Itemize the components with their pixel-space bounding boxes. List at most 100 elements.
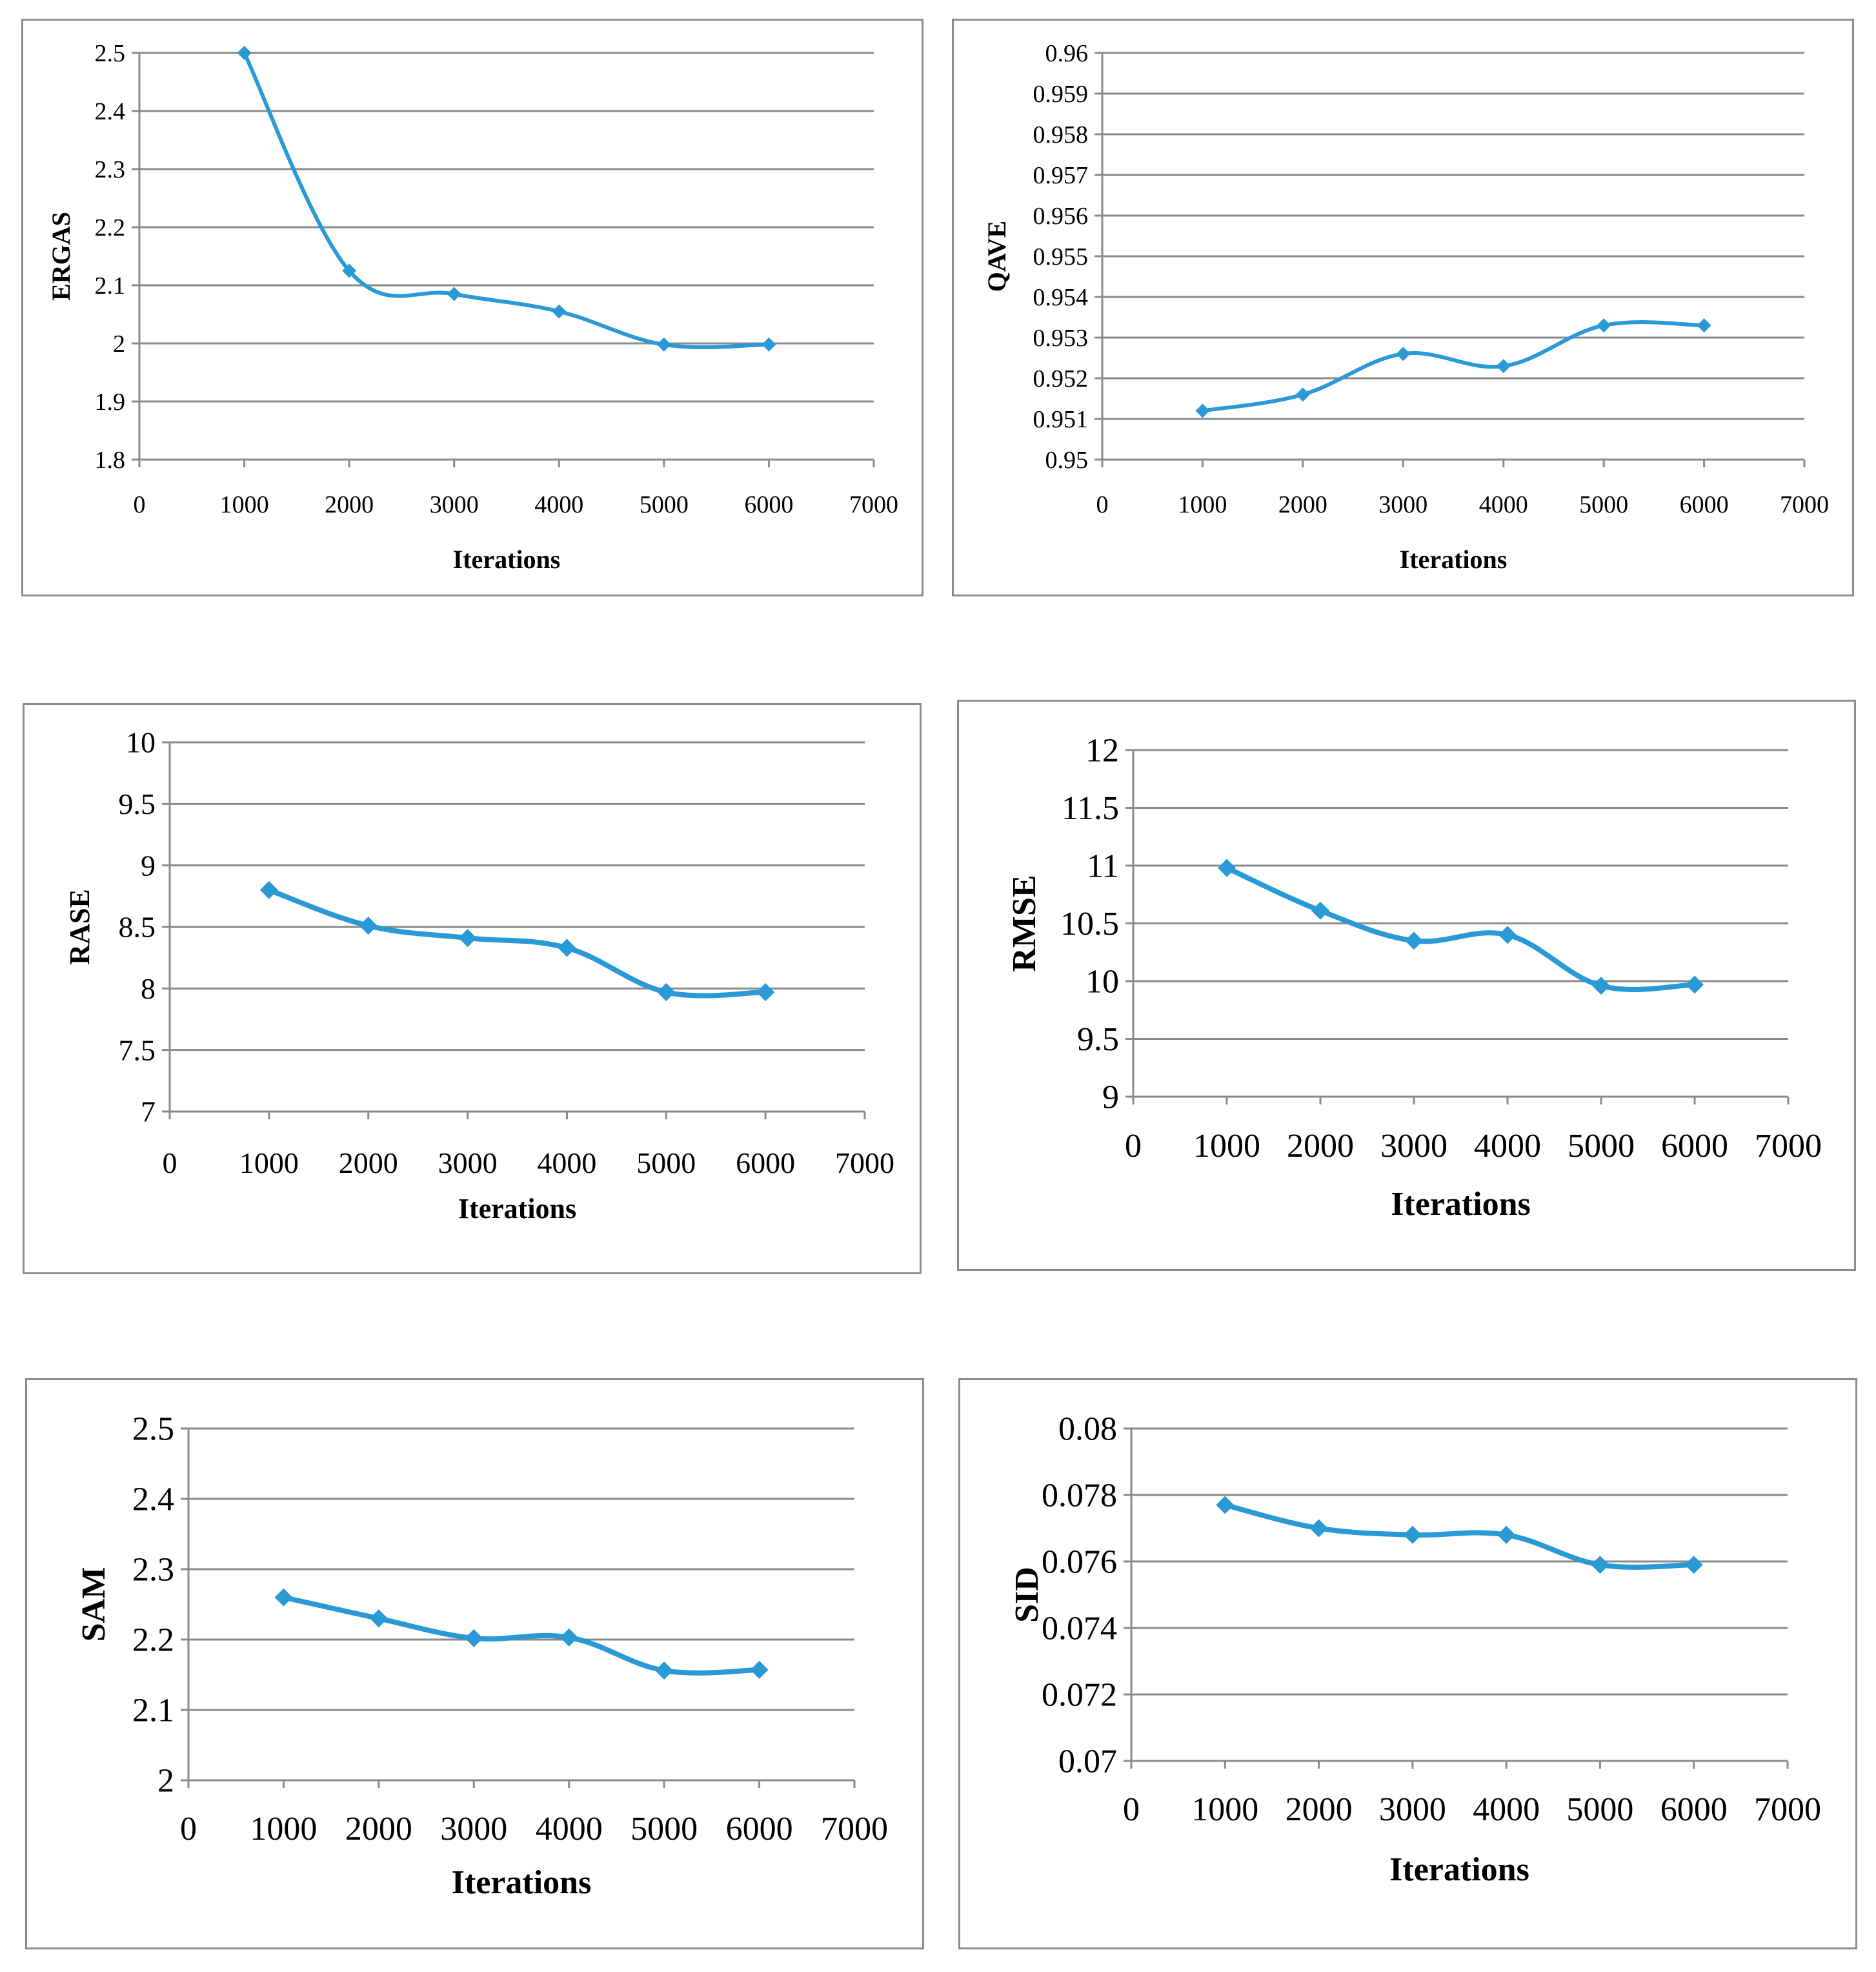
x-tick-label: 7000 xyxy=(1754,1791,1821,1828)
x-tick-label: 5000 xyxy=(636,1146,696,1179)
x-tick-label: 2000 xyxy=(325,491,374,518)
rmse-chart-panel: 9 9.5 10 10.5 11 11.5 12 0 1000 2000 3000 4000 5000 6… xyxy=(957,700,1856,1271)
x-tick-label: 2000 xyxy=(1286,1791,1353,1828)
x-tick-label: 3000 xyxy=(1379,1791,1446,1828)
ergas-chart-panel: 1.8 1.9 2 2.1 2.2 2.3 2.4 2.5 0 1000 2000 3000 4000 5… xyxy=(21,19,923,596)
x-axis-title: Iterations xyxy=(453,545,561,574)
y-tick-label: 9.5 xyxy=(119,788,156,820)
y-tick-label: 11 xyxy=(1087,848,1119,885)
x-tick-label: 4000 xyxy=(537,1146,596,1179)
x-tick-label: 1000 xyxy=(239,1146,299,1179)
x-tick-label: 4000 xyxy=(1473,1791,1540,1828)
data-point-marker xyxy=(1218,859,1236,877)
x-tick-label: 3000 xyxy=(1378,491,1427,518)
y-tick-label: 0.074 xyxy=(1042,1611,1117,1647)
data-point-marker xyxy=(359,917,378,935)
x-tick-label: 3000 xyxy=(1380,1128,1447,1164)
y-tick-label: 0.07 xyxy=(1058,1743,1117,1780)
data-point-marker xyxy=(1497,1525,1516,1544)
data-point-marker xyxy=(1405,931,1423,950)
y-tick-label: 0.952 xyxy=(1033,365,1089,392)
x-tick-label: 6000 xyxy=(1661,1128,1728,1164)
y-tick-label: 2.4 xyxy=(132,1481,174,1518)
y-tick-label: 10.5 xyxy=(1060,906,1119,942)
series-line-rmse xyxy=(1224,865,1697,992)
data-point-marker xyxy=(1309,1519,1328,1538)
data-point-marker xyxy=(558,939,576,957)
sid-chart-panel: 0.07 0.072 0.074 0.076 0.078 0.08 0 1000 2000 300… xyxy=(958,1378,1857,1949)
y-tick-label: 2.5 xyxy=(95,40,126,67)
x-tick-label: 0 xyxy=(1125,1128,1142,1164)
series-line-sam xyxy=(281,1594,762,1676)
data-point-marker xyxy=(655,1661,674,1680)
x-tick-label: 0 xyxy=(134,491,146,518)
y-tick-label: 2.3 xyxy=(95,156,126,183)
series-line-qave xyxy=(1200,320,1706,413)
x-axis-title: Iterations xyxy=(452,1864,592,1901)
x-tick-label: 2000 xyxy=(1278,491,1327,518)
y-tick-label: 2.3 xyxy=(132,1552,174,1589)
y-tick-label: 2.2 xyxy=(95,214,126,241)
x-tick-label: 1000 xyxy=(1178,491,1227,518)
y-tick-label: 0.957 xyxy=(1033,162,1089,189)
x-tick-label: 1000 xyxy=(220,491,269,518)
y-tick-label: 0.96 xyxy=(1045,40,1089,67)
x-axis-title: Iterations xyxy=(1389,1851,1529,1888)
data-point-marker xyxy=(447,287,461,301)
y-tick-label: 0.076 xyxy=(1042,1544,1117,1581)
x-tick-label: 7000 xyxy=(835,1146,894,1179)
data-point-marker xyxy=(656,337,671,352)
x-tick-label: 4000 xyxy=(534,491,583,518)
x-axis-title: Iterations xyxy=(1400,545,1508,574)
rase-chart-panel: 7 7.5 8 8.5 9 9.5 10 0 1000 2000 3000 4000 5000 6000 7… xyxy=(23,703,922,1274)
rase-chart: 7 7.5 8 8.5 9 9.5 10 0 1000 2000 3000 4000 5000 6000 7… xyxy=(64,726,894,1225)
y-tick-label: 2 xyxy=(157,1763,174,1800)
x-tick-label: 1000 xyxy=(250,1811,317,1847)
data-point-marker xyxy=(1686,975,1704,994)
data-point-marker xyxy=(465,1629,483,1647)
y-tick-label: 0.072 xyxy=(1042,1677,1117,1714)
x-tick-label: 4000 xyxy=(1474,1128,1541,1164)
x-tick-label: 5000 xyxy=(640,491,689,518)
data-point-marker xyxy=(1403,1525,1422,1544)
data-point-marker xyxy=(369,1609,388,1628)
data-point-marker xyxy=(1311,901,1329,920)
x-tick-label: 4000 xyxy=(536,1811,603,1847)
y-tick-label: 0.08 xyxy=(1058,1411,1117,1448)
y-tick-label: 2.1 xyxy=(95,272,126,300)
data-point-marker xyxy=(761,337,776,352)
data-point-marker xyxy=(342,263,357,278)
y-axis-title: SID xyxy=(1009,1567,1045,1623)
data-point-marker xyxy=(1592,977,1610,995)
x-tick-label: 0 xyxy=(163,1146,177,1179)
data-point-marker xyxy=(1498,926,1517,944)
x-axis-title: Iterations xyxy=(1391,1186,1531,1223)
x-tick-label: 2000 xyxy=(345,1811,412,1847)
y-tick-label: 0.958 xyxy=(1033,121,1089,148)
data-point-marker xyxy=(1195,403,1210,418)
y-tick-label: 1.8 xyxy=(95,447,126,474)
y-tick-label: 8.5 xyxy=(119,911,156,944)
x-tick-label: 6000 xyxy=(1660,1791,1728,1828)
data-point-marker xyxy=(458,929,477,948)
y-tick-label: 9 xyxy=(1102,1079,1119,1116)
x-tick-label: 3000 xyxy=(440,1811,507,1847)
x-tick-label: 6000 xyxy=(1680,491,1729,518)
y-axis-title: QAVE xyxy=(982,221,1011,292)
rmse-chart: 9 9.5 10 10.5 11 11.5 12 0 1000 2000 3000 4000 5000 6… xyxy=(1006,733,1822,1223)
y-tick-label: 0.956 xyxy=(1033,203,1089,230)
y-tick-label: 2.5 xyxy=(132,1411,174,1448)
x-tick-label: 0 xyxy=(1123,1791,1140,1828)
x-tick-label: 4000 xyxy=(1479,491,1528,518)
x-tick-label: 7000 xyxy=(849,491,898,518)
x-tick-label: 3000 xyxy=(438,1146,498,1179)
data-point-marker xyxy=(756,983,775,1002)
x-tick-label: 1000 xyxy=(1191,1791,1258,1828)
data-point-marker xyxy=(560,1628,578,1647)
ergas-chart: 1.8 1.9 2 2.1 2.2 2.3 2.4 2.5 0 1000 2000 3000 4000 5… xyxy=(46,40,898,574)
x-tick-label: 2000 xyxy=(339,1146,398,1179)
y-tick-label: 12 xyxy=(1085,733,1119,769)
x-tick-label: 0 xyxy=(180,1811,197,1847)
data-point-marker xyxy=(1597,318,1611,333)
x-tick-label: 7000 xyxy=(821,1811,888,1847)
